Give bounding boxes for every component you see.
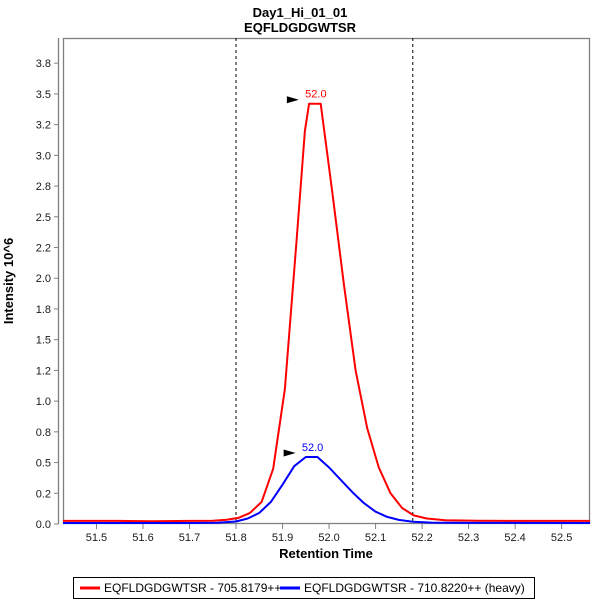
x-tick-label: 51.8 bbox=[225, 532, 246, 544]
peak-annotation-label[interactable]: 52.0 bbox=[302, 442, 323, 454]
x-tick-label: 52.2 bbox=[411, 532, 432, 544]
y-tick-label: 2.0 bbox=[36, 273, 51, 285]
y-tick-label: 2.8 bbox=[36, 181, 51, 193]
peak-annotation-arrow[interactable] bbox=[283, 449, 296, 457]
x-tick-label: 52.3 bbox=[458, 532, 479, 544]
chart-title-peptide: EQFLDGDGWTSR bbox=[244, 20, 357, 35]
peak-annotation-label[interactable]: 52.0 bbox=[305, 89, 326, 101]
x-tick-label: 52.4 bbox=[504, 532, 525, 544]
y-tick-label: 3.0 bbox=[36, 150, 51, 162]
y-tick-label: 2.5 bbox=[36, 212, 51, 224]
x-tick-label: 51.7 bbox=[179, 532, 200, 544]
x-tick-label: 52.5 bbox=[551, 532, 572, 544]
y-tick-label: 1.8 bbox=[36, 304, 51, 316]
legend: EQFLDGDGWTSR - 705.8179++ EQFLDGDGWTSR -… bbox=[73, 577, 535, 599]
x-axis-label: Retention Time bbox=[279, 546, 373, 561]
x-tick-label: 52.0 bbox=[318, 532, 339, 544]
legend-label-light: EQFLDGDGWTSR - 705.8179++ bbox=[104, 581, 281, 595]
y-tick-label: 0.5 bbox=[36, 458, 51, 470]
y-tick-label: 3.8 bbox=[36, 58, 51, 70]
y-tick-label: 0.2 bbox=[36, 488, 51, 500]
series-curve-light bbox=[63, 102, 590, 523]
series-curve-heavy bbox=[63, 456, 591, 524]
x-tick-label: 51.5 bbox=[86, 532, 107, 544]
y-tick-label: 0.8 bbox=[36, 427, 51, 439]
legend-label-heavy: EQFLDGDGWTSR - 710.8220++ (heavy) bbox=[304, 581, 525, 595]
legend-box bbox=[73, 577, 535, 599]
y-tick-label: 1.2 bbox=[36, 365, 51, 377]
y-axis-label: Intensity 10^6 bbox=[1, 238, 16, 324]
x-tick-label: 51.6 bbox=[132, 532, 153, 544]
y-tick-label: 3.5 bbox=[36, 89, 51, 101]
plot-frame bbox=[62, 37, 591, 525]
peak-annotation-arrow[interactable] bbox=[286, 96, 299, 104]
x-tick-label: 52.1 bbox=[365, 532, 386, 544]
y-tick-label: 3.2 bbox=[36, 120, 51, 132]
y-tick-label: 2.2 bbox=[36, 243, 51, 255]
y-tick-label: 0.0 bbox=[36, 519, 51, 531]
y-tick-label: 1.0 bbox=[36, 396, 51, 408]
y-tick-label: 1.5 bbox=[36, 335, 51, 347]
x-tick-label: 51.9 bbox=[272, 532, 293, 544]
chart-title-replicate: Day1_Hi_01_01 bbox=[253, 5, 348, 20]
